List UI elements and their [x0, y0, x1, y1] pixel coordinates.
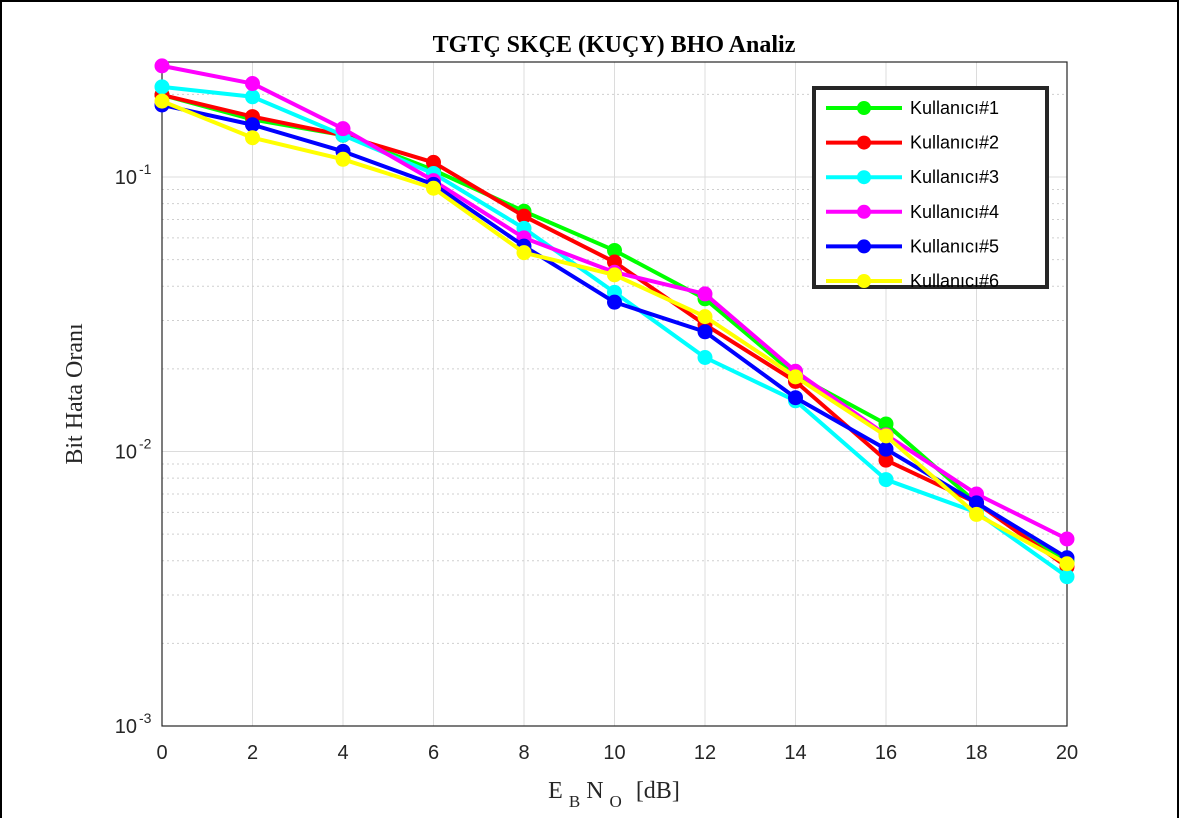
x-tick-label: 12: [694, 742, 716, 764]
x-tick-label: 16: [875, 742, 897, 764]
data-point: [697, 350, 713, 366]
data-point: [426, 180, 441, 196]
data-point: [697, 309, 713, 325]
legend-marker: [857, 204, 871, 219]
data-point: [788, 369, 803, 385]
series-layer: [154, 58, 1075, 585]
y-tick-exponent: -3: [139, 710, 152, 726]
series-5: [154, 97, 1075, 566]
x-tick-label: 4: [337, 742, 348, 764]
data-point: [154, 58, 170, 74]
y-tick-labels: 10-310-210-1: [115, 161, 152, 738]
data-point: [245, 117, 260, 133]
legend-entry: Kullanıcı#1: [826, 98, 999, 118]
data-point: [878, 441, 894, 457]
data-point: [878, 472, 894, 488]
x-tick-label: 18: [965, 742, 987, 764]
y-tick-label: 10: [115, 442, 137, 464]
series-6: [154, 93, 1075, 572]
legend-marker: [857, 274, 871, 288]
x-label-n: N: [586, 778, 603, 804]
data-point: [516, 245, 532, 261]
data-point: [607, 267, 622, 283]
legend-entry: Kullanıcı#5: [826, 236, 999, 256]
data-point: [697, 324, 713, 340]
data-point: [245, 89, 260, 105]
x-label-sub-b: B: [569, 792, 580, 811]
data-point: [335, 151, 351, 167]
data-point: [697, 286, 713, 302]
data-point: [1059, 531, 1075, 547]
legend-entry: Kullanıcı#2: [826, 133, 999, 153]
chart-title: TGTÇ SKÇE (KUÇY) BHO Analiz: [433, 32, 796, 58]
legend-marker: [857, 135, 871, 150]
data-point: [878, 428, 894, 444]
data-point: [607, 294, 622, 310]
data-point: [335, 121, 351, 137]
x-label-e: E: [548, 778, 563, 804]
legend: Kullanıcı#1 Kullanıcı#2 Kullanıcı#3 Kullanı…: [812, 86, 1049, 291]
data-point: [969, 506, 984, 522]
legend-box: [812, 86, 1049, 289]
legend-label: Kullanıcı#1: [910, 98, 999, 118]
legend-entry: Kullanıcı#4: [826, 202, 999, 222]
legend-label: Kullanıcı#3: [910, 167, 999, 187]
plot-border: [161, 61, 1068, 727]
data-point: [154, 93, 170, 109]
y-tick-label: 10: [115, 716, 137, 738]
data-point: [245, 130, 260, 146]
x-tick-label: 14: [784, 742, 806, 764]
data-point: [1059, 556, 1075, 572]
legend-marker: [857, 101, 871, 115]
legend-entry: Kullanıcı#6: [826, 271, 999, 291]
legend-marker: [857, 170, 871, 185]
x-label-unit: [dB]: [636, 778, 680, 804]
data-point: [245, 76, 260, 92]
x-tick-label: 2: [247, 742, 258, 764]
x-tick-label: 8: [518, 742, 529, 764]
legend-entry: Kullanıcı#3: [826, 167, 999, 187]
x-tick-labels: 0 2 4 6 8 10 12 14 16 18 20: [156, 742, 1078, 764]
data-point: [788, 390, 803, 406]
data-point: [1059, 569, 1075, 585]
y-tick-exponent: -1: [139, 161, 152, 177]
y-tick-label: 10: [115, 167, 137, 189]
y-axis-label: Bit Hata Oranı: [62, 323, 88, 465]
legend-label: Kullanıcı#5: [910, 236, 999, 256]
x-tick-label: 0: [156, 742, 167, 764]
x-axis-label: E B N O [dB]: [548, 778, 680, 813]
legend-label: Kullanıcı#4: [910, 202, 999, 222]
data-point: [154, 79, 170, 95]
legend-label: Kullanıcı#6: [910, 271, 999, 291]
y-tick-exponent: -2: [139, 436, 152, 452]
x-tick-label: 6: [428, 742, 439, 764]
legend-items: Kullanıcı#1 Kullanıcı#2 Kullanıcı#3 Kullanı…: [826, 98, 999, 291]
legend-marker: [857, 239, 871, 254]
x-tick-label: 10: [603, 742, 625, 764]
x-tick-label: 20: [1056, 742, 1078, 764]
legend-label: Kullanıcı#2: [910, 133, 999, 153]
x-label-sub-o: O: [610, 792, 622, 811]
